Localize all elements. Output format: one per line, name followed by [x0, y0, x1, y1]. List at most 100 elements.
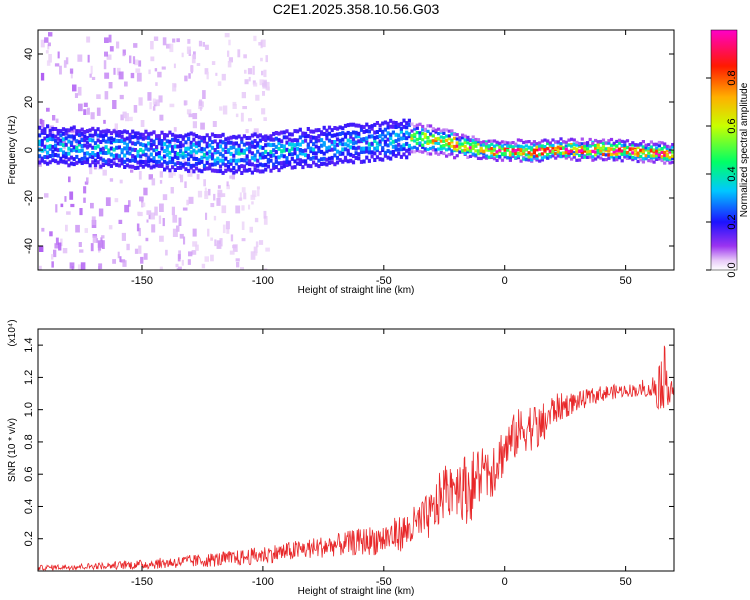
noise-cell [91, 76, 96, 80]
ridge-cell [492, 157, 497, 161]
ridge-cell [43, 144, 47, 149]
noise-cell [207, 228, 210, 237]
ridge-cell [40, 128, 44, 133]
ridge-cell [641, 157, 645, 161]
ridge-cell [607, 141, 611, 145]
ridge-cell [280, 130, 284, 135]
y-tick-label: 0.6 [23, 467, 35, 482]
noise-cell [157, 71, 162, 78]
noise-cell [250, 251, 256, 260]
ridge-cell [93, 132, 98, 137]
ridge-cell [415, 137, 419, 142]
ridge-cell [476, 138, 481, 142]
ridge-cell [83, 138, 87, 143]
ridge-cell [184, 149, 188, 154]
ridge-cell [655, 149, 659, 153]
ridge-cell [104, 151, 108, 155]
ridge-cell [423, 127, 427, 131]
noise-cell [124, 81, 128, 87]
ridge-cell [442, 146, 446, 150]
ridge-cell [69, 134, 74, 139]
ridge-cell [69, 155, 74, 160]
ridge-cell [362, 129, 366, 134]
noise-cell [204, 187, 207, 197]
ridge-cell [242, 134, 246, 139]
ridge-cell [77, 158, 82, 163]
ridge-cell [245, 154, 249, 159]
noise-cell [241, 92, 246, 99]
noise-cell [236, 262, 240, 268]
ridge-cell [171, 160, 175, 165]
noise-cell [108, 225, 113, 230]
ridge-cell [67, 146, 71, 151]
noise-cell [63, 60, 67, 68]
noise-cell [205, 212, 208, 220]
ridge-cell [604, 141, 608, 145]
ridge-cell [402, 146, 406, 151]
ridge-cell [325, 149, 329, 154]
ridge-cell [43, 155, 47, 159]
ridge-cell [575, 152, 579, 156]
ridge-cell [466, 135, 470, 139]
ridge-cell [655, 146, 659, 150]
ridge-cell [381, 137, 385, 142]
ridge-cell [187, 168, 191, 173]
ridge-cell [490, 154, 494, 158]
ridge-cell [163, 159, 167, 164]
ridge-cell [423, 149, 427, 153]
ridge-cell [141, 132, 145, 137]
ridge-cell [570, 157, 574, 161]
ridge-cell [567, 151, 571, 155]
noise-cell [69, 262, 75, 269]
ridge-cell [320, 143, 324, 148]
ridge-cell [157, 159, 161, 164]
noise-cell [188, 196, 194, 204]
ridge-cell [508, 158, 512, 162]
ridge-cell [93, 141, 98, 146]
ridge-cell [665, 154, 669, 158]
ridge-cell [559, 144, 563, 148]
ridge-cell [532, 155, 536, 159]
ridge-cell [40, 148, 44, 153]
ridge-cell [359, 137, 364, 142]
ridge-cell [64, 128, 68, 133]
noise-cell [235, 113, 239, 118]
ridge-cell [586, 150, 590, 154]
ridge-cell [551, 146, 555, 150]
ridge-cell [112, 129, 116, 134]
ridge-cell [543, 148, 547, 152]
ridge-cell [415, 126, 419, 130]
ridge-cell [649, 154, 653, 158]
ridge-cell [205, 160, 209, 165]
ridge-cell [290, 142, 294, 147]
noise-cell [192, 113, 198, 120]
ridge-cell [91, 151, 95, 155]
noise-cell [86, 177, 89, 184]
ridge-cell [248, 149, 252, 154]
ridge-cell [663, 150, 667, 155]
noise-cell [178, 217, 182, 226]
ridge-cell [181, 143, 185, 148]
ridge-cell [423, 132, 427, 136]
ridge-cell [61, 150, 66, 155]
ridge-cell [594, 138, 598, 143]
ridge-cell [538, 141, 542, 145]
ridge-cell [282, 160, 286, 165]
ridge-cell [51, 158, 55, 163]
ridge-cell [272, 148, 276, 153]
ridge-cell [381, 146, 385, 151]
ridge-cell [351, 160, 356, 165]
noise-cell [149, 102, 152, 110]
ridge-cell [107, 139, 111, 144]
noise-cell [240, 112, 244, 122]
ridge-cell [383, 127, 387, 132]
ridge-cell [309, 146, 313, 151]
x-tick-label: 0 [502, 576, 508, 588]
ridge-cell [413, 125, 417, 129]
ridge-cell [617, 138, 622, 142]
colorbar-tick-label: 0.4 [726, 166, 738, 181]
ridge-cell [210, 168, 215, 173]
ridge-cell [72, 145, 76, 150]
ridge-cell [346, 148, 350, 153]
ridge-cell [503, 147, 507, 151]
